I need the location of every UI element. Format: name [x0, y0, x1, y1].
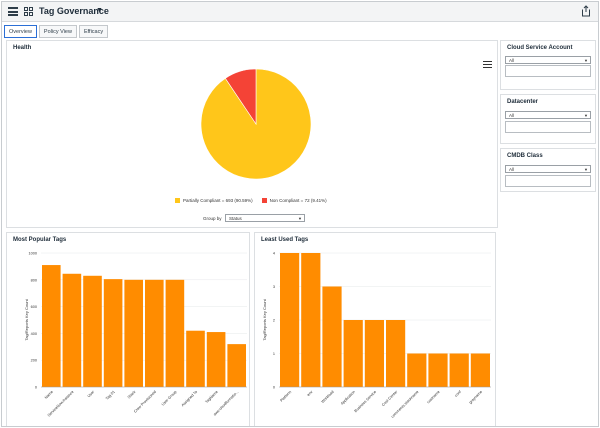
x-tick-label: Workload	[321, 390, 335, 404]
cmdb-class-selection-box[interactable]	[505, 175, 591, 187]
y-tick-label: 200	[31, 359, 37, 363]
bar-business-service[interactable]	[364, 320, 384, 387]
select-value: All	[509, 167, 515, 172]
group-by-value: Status	[229, 216, 242, 221]
filter-title: Cloud Service Account	[507, 45, 573, 51]
legend-label-partially-compliant[interactable]: Partially Compliant = 693 (90.59%)	[183, 198, 253, 203]
bar-stack[interactable]	[124, 279, 143, 387]
least-used-tags-title: Least Used Tags	[261, 237, 309, 243]
most-popular-tags-panel: Most Popular Tags 0 200 400 600 800 1000 Tag/R…	[6, 232, 250, 426]
filter-title: Datacenter	[507, 99, 539, 105]
y-tick-label: 600	[31, 305, 37, 309]
legend-label-non-compliant[interactable]: Non Compliant = 72 (9.41%)	[269, 198, 327, 203]
datacenter-selection-box[interactable]	[505, 121, 591, 133]
bar-name[interactable]	[42, 265, 61, 387]
select-value: All	[509, 113, 515, 118]
bar-application[interactable]	[343, 320, 363, 387]
bar-conf[interactable]	[449, 353, 469, 388]
chevron-down-icon: ▼	[298, 216, 302, 221]
share-icon[interactable]	[581, 5, 591, 17]
x-tick-label: env	[306, 390, 313, 397]
bar-tag-01[interactable]	[103, 279, 123, 387]
tab-overview[interactable]: Overview	[4, 25, 37, 38]
least-used-tags-chart: 0 1 2 3 4 Tag/Reports Key Count Platform env Wor…	[262, 252, 491, 419]
y-tick-label: 800	[31, 278, 37, 282]
bar-grayname[interactable]	[470, 353, 490, 388]
health-panel: Health Partially Compliant = 693 (90.59%…	[6, 40, 498, 228]
chevron-down-icon: ▼	[584, 167, 588, 172]
x-tick-label: Platform	[279, 390, 292, 403]
cloud-service-account-select[interactable]: All ▼	[505, 56, 591, 64]
y-axis-label: Tag/Reports Key Count	[262, 298, 267, 340]
pie-slice-non-compliant[interactable]	[224, 68, 257, 125]
y-tick-label: 1000	[29, 252, 37, 256]
x-tick-label: User Group	[161, 390, 178, 407]
legend-swatch-partially-compliant	[175, 198, 180, 203]
x-tick-label: Tag 01	[105, 390, 116, 401]
hamburger-menu-icon[interactable]	[8, 7, 18, 16]
title-dropdown-caret-icon[interactable]: ▼	[96, 7, 103, 14]
most-popular-tags-chart: 0 200 400 600 800 1000 Tag/Reports Key Count Na…	[24, 252, 247, 418]
x-tick-label: conf	[454, 389, 463, 398]
x-tick-label: User	[87, 389, 96, 398]
health-legend: Partially Compliant = 693 (90.59%) Non C…	[175, 198, 327, 203]
tab-efficacy[interactable]: Efficacy	[78, 25, 109, 38]
bar-comments-stackname[interactable]	[407, 353, 427, 388]
tab-policy-view[interactable]: Policy View	[38, 25, 77, 38]
x-tick-label: Cost Center	[381, 389, 399, 407]
x-tick-label: Application	[340, 390, 356, 406]
chevron-down-icon: ▼	[584, 58, 588, 63]
y-tick-label: 3	[273, 285, 275, 289]
bar-assigned-to[interactable]	[186, 330, 205, 387]
filter-title: CMDB Class	[507, 153, 543, 159]
group-by-label: Group by	[203, 216, 222, 221]
bar-user[interactable]	[83, 275, 102, 387]
chart-menu-icon[interactable]	[483, 61, 492, 68]
y-tick-label: 0	[273, 386, 275, 390]
x-tick-label: costname	[426, 390, 440, 404]
x-tick-label: Name	[44, 390, 54, 400]
x-tick-label: Stack	[127, 390, 137, 400]
bar-costname[interactable]	[428, 353, 448, 388]
filter-cmdb-class: CMDB Class All ▼	[500, 148, 596, 192]
y-tick-label: 4	[273, 252, 275, 256]
least-used-tags-panel: Least Used Tags 0 1 2 3 4 Tag/Reports Key Cou…	[254, 232, 496, 426]
health-title: Health	[13, 45, 32, 51]
top-bar: Tag Governance ▼	[2, 2, 598, 22]
y-tick-label: 2	[273, 319, 275, 323]
bar-tagname[interactable]	[206, 332, 226, 387]
x-tick-label: Assigned To	[181, 390, 198, 407]
bar-servicenow-instance[interactable]	[62, 273, 82, 387]
grid-apps-icon[interactable]	[24, 7, 33, 16]
filter-cloud-service-account: Cloud Service Account All ▼	[500, 40, 596, 90]
x-tick-label: TagName	[204, 390, 218, 404]
tab-bar: Overview Policy View Efficacy	[4, 25, 109, 38]
health-pie-chart	[200, 68, 312, 180]
x-tick-label: Crew Provisioned	[133, 390, 157, 414]
bar-user-group[interactable]	[165, 279, 185, 387]
y-axis-label: Tag/Reports Key Count	[24, 298, 29, 340]
chevron-down-icon: ▼	[584, 113, 588, 118]
bar-platform[interactable]	[280, 253, 300, 387]
cloud-service-account-selection-box[interactable]	[505, 65, 591, 77]
most-popular-tags-title: Most Popular Tags	[13, 237, 67, 243]
x-tick-label: grayname	[468, 390, 483, 405]
legend-swatch-non-compliant	[261, 198, 267, 203]
filter-datacenter: Datacenter All ▼	[500, 94, 596, 144]
cmdb-class-select[interactable]: All ▼	[505, 165, 591, 173]
x-tick-label: Business Service	[354, 390, 377, 413]
app-title[interactable]: Tag Governance	[39, 6, 109, 16]
group-by-select[interactable]: Status ▼	[225, 214, 305, 222]
select-value: All	[509, 58, 515, 63]
bar-crew-provisioned[interactable]	[145, 279, 164, 387]
y-tick-label: 1	[273, 352, 275, 356]
datacenter-select[interactable]: All ▼	[505, 111, 591, 119]
bar-env[interactable]	[301, 253, 321, 387]
y-tick-label: 400	[31, 332, 37, 336]
bar-aws-cloudformatio[interactable]	[227, 344, 246, 387]
y-tick-label: 0	[35, 386, 37, 390]
bar-workload[interactable]	[322, 286, 342, 388]
bar-cost-center[interactable]	[386, 320, 406, 387]
